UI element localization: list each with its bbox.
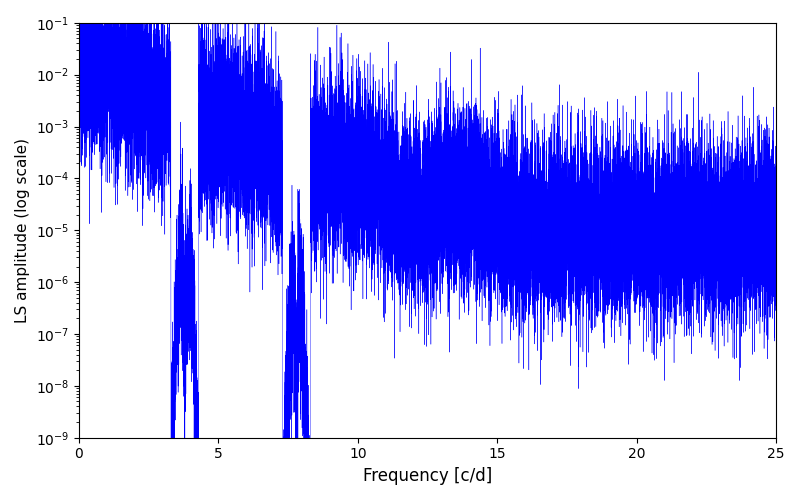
X-axis label: Frequency [c/d]: Frequency [c/d] (363, 467, 492, 485)
Y-axis label: LS amplitude (log scale): LS amplitude (log scale) (15, 138, 30, 323)
